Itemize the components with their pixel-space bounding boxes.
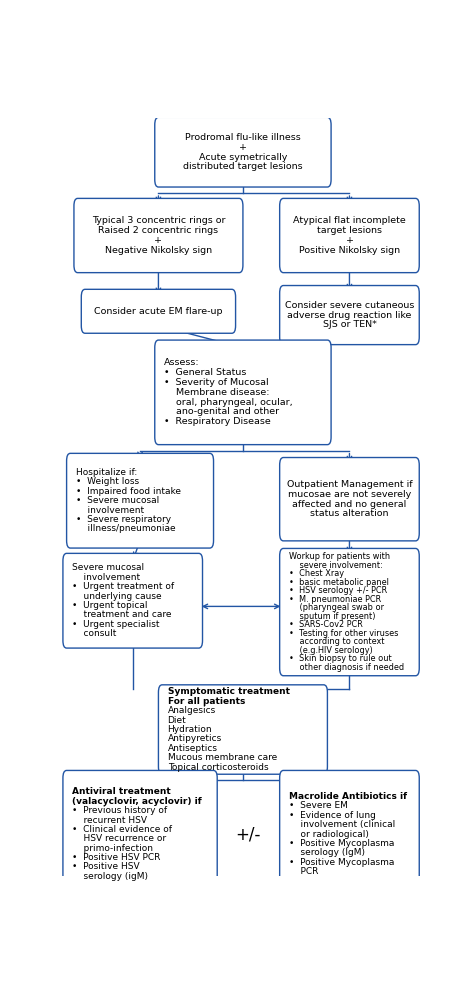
- Text: affected and no general: affected and no general: [292, 500, 407, 509]
- Text: serology (IgM): serology (IgM): [289, 848, 365, 857]
- Text: or radiological): or radiological): [289, 830, 369, 838]
- Text: (pharyngeal swab or: (pharyngeal swab or: [289, 603, 384, 612]
- FancyBboxPatch shape: [66, 454, 213, 548]
- Text: •  Chest Xray: • Chest Xray: [289, 570, 344, 579]
- Text: underlying cause: underlying cause: [72, 591, 162, 600]
- Text: +: +: [346, 236, 354, 245]
- FancyBboxPatch shape: [280, 548, 419, 676]
- Text: For all patients: For all patients: [168, 697, 245, 706]
- FancyBboxPatch shape: [280, 285, 419, 344]
- Text: mucosae are not severely: mucosae are not severely: [288, 490, 411, 499]
- Text: Diet: Diet: [168, 715, 186, 724]
- Text: Analgesics: Analgesics: [168, 707, 216, 715]
- Text: (valacyclovir, acyclovir) if: (valacyclovir, acyclovir) if: [72, 797, 202, 806]
- Text: +/-: +/-: [236, 826, 261, 843]
- Text: Positive Nikolsky sign: Positive Nikolsky sign: [299, 246, 400, 255]
- FancyBboxPatch shape: [155, 117, 331, 187]
- Text: •  Urgent topical: • Urgent topical: [72, 601, 147, 610]
- Text: consult: consult: [72, 629, 117, 638]
- Text: •  basic metabolic panel: • basic metabolic panel: [289, 578, 389, 586]
- FancyBboxPatch shape: [82, 289, 236, 334]
- Text: involvement (clinical: involvement (clinical: [289, 821, 395, 830]
- Text: oral, pharyngeal, ocular,: oral, pharyngeal, ocular,: [164, 398, 292, 406]
- Text: •  Weight loss: • Weight loss: [76, 477, 139, 486]
- Text: •  Severe mucosal: • Severe mucosal: [76, 496, 159, 505]
- FancyBboxPatch shape: [280, 770, 419, 897]
- Text: Mucous membrane care: Mucous membrane care: [168, 753, 277, 763]
- Text: •  Urgent treatment of: • Urgent treatment of: [72, 583, 174, 591]
- Text: Antipyretics: Antipyretics: [168, 734, 222, 744]
- Text: adverse drug reaction like: adverse drug reaction like: [287, 311, 411, 320]
- Text: •  Urgent specialist: • Urgent specialist: [72, 620, 160, 629]
- Text: (e.g.HIV serology): (e.g.HIV serology): [289, 646, 373, 655]
- Text: Assess:: Assess:: [164, 358, 200, 367]
- Text: Prodromal flu-like illness: Prodromal flu-like illness: [185, 133, 301, 142]
- Text: PCR: PCR: [289, 867, 318, 876]
- Text: Typical 3 concentric rings or: Typical 3 concentric rings or: [91, 216, 225, 225]
- Text: •  Previous history of: • Previous history of: [72, 806, 167, 815]
- Text: Symptomatic treatment: Symptomatic treatment: [168, 688, 290, 697]
- Text: involvement: involvement: [72, 573, 140, 582]
- Text: primo-infection: primo-infection: [72, 843, 153, 853]
- Text: •  Testing for other viruses: • Testing for other viruses: [289, 629, 398, 638]
- Text: HSV recurrence or: HSV recurrence or: [72, 834, 166, 843]
- Text: status alteration: status alteration: [310, 510, 389, 519]
- Text: Hospitalize if:: Hospitalize if:: [76, 468, 137, 477]
- Text: •  Respiratory Disease: • Respiratory Disease: [164, 417, 271, 426]
- Text: +: +: [239, 143, 247, 152]
- Text: •  General Status: • General Status: [164, 368, 246, 377]
- Text: Raised 2 concentric rings: Raised 2 concentric rings: [99, 226, 219, 235]
- Text: serology (igM): serology (igM): [72, 872, 148, 881]
- FancyBboxPatch shape: [74, 199, 243, 273]
- Text: Severe mucosal: Severe mucosal: [72, 564, 144, 573]
- FancyBboxPatch shape: [280, 199, 419, 273]
- Text: •  Positive Mycoplasma: • Positive Mycoplasma: [289, 839, 394, 848]
- Text: SJS or TEN*: SJS or TEN*: [322, 321, 376, 330]
- FancyBboxPatch shape: [280, 458, 419, 541]
- Text: Macrolide Antibiotics if: Macrolide Antibiotics if: [289, 792, 407, 801]
- Text: target lesions: target lesions: [317, 226, 382, 235]
- FancyBboxPatch shape: [155, 340, 331, 445]
- FancyBboxPatch shape: [158, 685, 328, 774]
- FancyBboxPatch shape: [63, 553, 202, 648]
- Text: involvement: involvement: [76, 506, 144, 515]
- Text: distributed target lesions: distributed target lesions: [183, 162, 303, 171]
- Text: Hydration: Hydration: [168, 725, 212, 734]
- Text: recurrent HSV: recurrent HSV: [72, 816, 147, 825]
- Text: •  Severity of Mucosal: • Severity of Mucosal: [164, 378, 269, 387]
- Text: Consider acute EM flare-up: Consider acute EM flare-up: [94, 307, 223, 316]
- Text: Outpatient Management if: Outpatient Management if: [287, 480, 412, 489]
- Text: according to context: according to context: [289, 638, 384, 646]
- Text: •  Clinical evidence of: • Clinical evidence of: [72, 825, 172, 833]
- Text: treatment and care: treatment and care: [72, 610, 172, 619]
- Text: Antiviral treatment: Antiviral treatment: [72, 787, 171, 796]
- Text: Workup for patients with: Workup for patients with: [289, 552, 390, 561]
- Text: Topical corticosteroids: Topical corticosteroids: [168, 763, 268, 771]
- FancyBboxPatch shape: [63, 770, 217, 897]
- Text: •  Skin biopsy to rule out: • Skin biopsy to rule out: [289, 654, 392, 663]
- Text: Antiseptics: Antiseptics: [168, 744, 218, 753]
- Text: •  Positive HSV: • Positive HSV: [72, 862, 140, 872]
- Text: other diagnosis if needed: other diagnosis if needed: [289, 663, 404, 672]
- Text: •  Positive Mycoplasma: • Positive Mycoplasma: [289, 858, 394, 867]
- Text: Acute symetrically: Acute symetrically: [199, 153, 287, 161]
- Text: Membrane disease:: Membrane disease:: [164, 388, 269, 397]
- Text: Consider severe cutaneous: Consider severe cutaneous: [285, 301, 414, 310]
- Text: Atypical flat incomplete: Atypical flat incomplete: [293, 216, 406, 225]
- Text: •  Positive HSV PCR: • Positive HSV PCR: [72, 853, 161, 862]
- Text: +: +: [155, 236, 163, 245]
- Text: severe involvement:: severe involvement:: [289, 561, 383, 570]
- Text: illness/pneumoniae: illness/pneumoniae: [76, 524, 175, 533]
- Text: •  SARS-Cov2 PCR: • SARS-Cov2 PCR: [289, 620, 363, 630]
- Text: •  Impaired food intake: • Impaired food intake: [76, 487, 181, 496]
- Text: ano-genital and other: ano-genital and other: [164, 407, 279, 416]
- Text: Negative Nikolsky sign: Negative Nikolsky sign: [105, 246, 212, 255]
- Text: •  Severe EM: • Severe EM: [289, 801, 348, 811]
- Text: •  Severe respiratory: • Severe respiratory: [76, 515, 171, 523]
- Text: sputum if present): sputum if present): [289, 612, 375, 621]
- Text: •  Evidence of lung: • Evidence of lung: [289, 811, 376, 820]
- Text: •  HSV serology +/- PCR: • HSV serology +/- PCR: [289, 586, 387, 595]
- Text: •  M. pneumoniae PCR: • M. pneumoniae PCR: [289, 594, 381, 604]
